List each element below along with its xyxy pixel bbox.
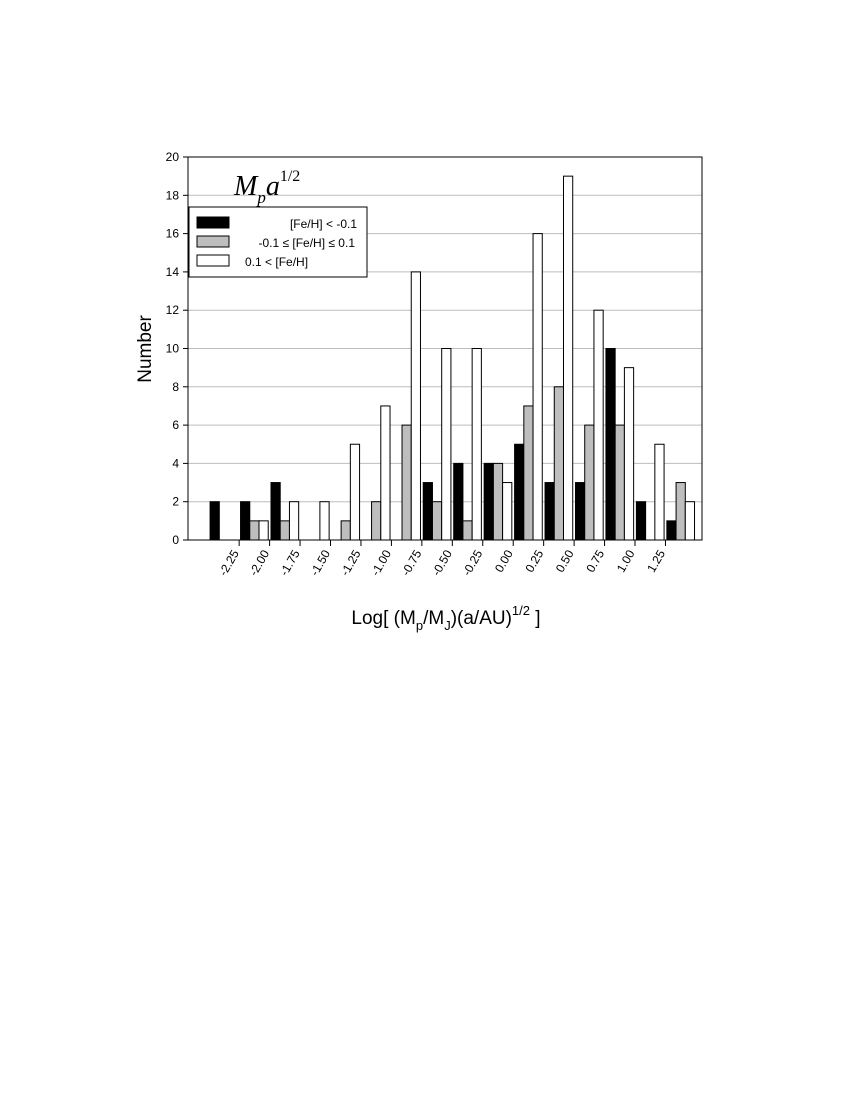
x-tick-label-2: -1.75 (277, 547, 303, 578)
bar-s2-bin8 (471, 348, 482, 541)
legend-label-low: [Fe/H] < -0.1 (290, 217, 357, 231)
y-tick-label-5: 10 (166, 342, 180, 356)
bar-s2-bin14 (654, 443, 665, 541)
bar-s1-bin15 (675, 482, 686, 541)
x-axis: -2.25 -2.00 -1.75 -1.50 -1.25 -1.00 -0.75 -0.50… (216, 540, 668, 578)
x-tick-label-13: 1.00 (614, 547, 638, 575)
y-tick-label-10: 20 (166, 150, 180, 164)
bar-s1-bin5 (371, 501, 382, 541)
bar-s0-bin8 (453, 462, 464, 541)
bar-s0-bin12 (574, 482, 586, 541)
legend-swatch-high (196, 254, 230, 267)
bar-s0-bin7 (422, 482, 433, 541)
x-tick-label-9: 0.00 (492, 547, 516, 575)
y-axis: 0 2 4 6 8 10 12 14 16 18 20 (166, 150, 188, 547)
y-axis-title: Number (135, 315, 156, 383)
y-tick-label-0: 0 (172, 533, 179, 547)
bar-s0-bin10 (514, 443, 525, 541)
bar-s1-bin1 (249, 520, 260, 541)
bar-s1-bin6 (401, 424, 412, 541)
x-tick-label-6: -0.75 (399, 547, 425, 578)
x-tick-label-1: -2.00 (246, 547, 272, 578)
bar-s0-bin11 (544, 482, 555, 541)
bar-s1-bin9 (492, 462, 504, 541)
x-tick-label-10: 0.25 (522, 547, 546, 575)
x-tick-label-0: -2.25 (216, 547, 242, 578)
bar-s2-bin9 (502, 482, 513, 541)
x-tick-label-14: 1.25 (644, 547, 668, 575)
bar-s0-bin9 (483, 462, 494, 541)
y-tick-label-8: 16 (166, 227, 180, 241)
bar-s2-bin11 (562, 175, 574, 541)
bar-s1-bin12 (584, 424, 595, 541)
legend: [Fe/H] < -0.1 -0.1 ≤ [Fe/H] ≤ 0.1 0.1 < … (188, 206, 368, 278)
legend-swatch-low (196, 216, 230, 229)
legend-swatch-mid (196, 235, 230, 248)
bar-s1-bin7 (431, 501, 443, 541)
bar-s0-bin0 (209, 501, 220, 541)
bar-s2-bin5 (380, 405, 391, 541)
bar-s0-bin2 (270, 482, 281, 541)
x-tick-label-3: -1.50 (307, 547, 333, 578)
bar-s1-bin4 (340, 520, 351, 541)
y-tick-label-4: 8 (172, 380, 179, 394)
bar-s2-bin7 (441, 348, 452, 541)
bar-s1-bin13 (614, 424, 625, 541)
x-tick-label-11: 0.50 (553, 547, 577, 575)
bar-s2-bin15 (684, 501, 696, 541)
legend-label-mid: -0.1 ≤ [Fe/H] ≤ 0.1 (258, 236, 355, 250)
y-tick-label-3: 6 (172, 418, 179, 432)
bar-s1-bin11 (553, 386, 564, 541)
x-tick-label-5: -1.00 (368, 547, 394, 578)
bar-s2-bin6 (410, 271, 421, 541)
bar-s1-bin10 (523, 405, 534, 541)
y-tick-label-6: 12 (166, 303, 180, 317)
x-tick-label-7: -0.50 (429, 547, 455, 578)
bar-s2-bin10 (532, 233, 543, 541)
y-tick-label-7: 14 (166, 265, 180, 279)
bar-s2-bin1 (258, 520, 269, 541)
bar-s2-bin2 (288, 501, 300, 541)
x-tick-label-12: 0.75 (583, 547, 607, 575)
y-tick-label-9: 18 (166, 188, 180, 202)
legend-label-high: 0.1 < [Fe/H] (245, 255, 308, 269)
bar-s0-bin15 (666, 520, 677, 541)
y-tick-label-2: 4 (172, 456, 179, 470)
bar-s1-bin2 (279, 520, 290, 541)
bar-s2-bin12 (593, 309, 604, 541)
x-tick-label-8: -0.25 (460, 547, 486, 578)
x-tick-label-4: -1.25 (338, 547, 364, 578)
bar-s0-bin13 (605, 348, 616, 541)
bar-s2-bin3 (319, 501, 330, 541)
bar-s2-bin13 (623, 367, 635, 541)
chart-title: Mpa1/2 (233, 168, 300, 207)
bar-s0-bin1 (240, 501, 251, 541)
x-axis-title: Log[ (Mp/MJ)(a/AU)1/2 ] (351, 603, 540, 633)
y-tick-label-1: 2 (172, 495, 179, 509)
bar-s1-bin8 (462, 520, 473, 541)
bar-s2-bin4 (349, 443, 361, 541)
bar-s0-bin14 (635, 501, 647, 541)
